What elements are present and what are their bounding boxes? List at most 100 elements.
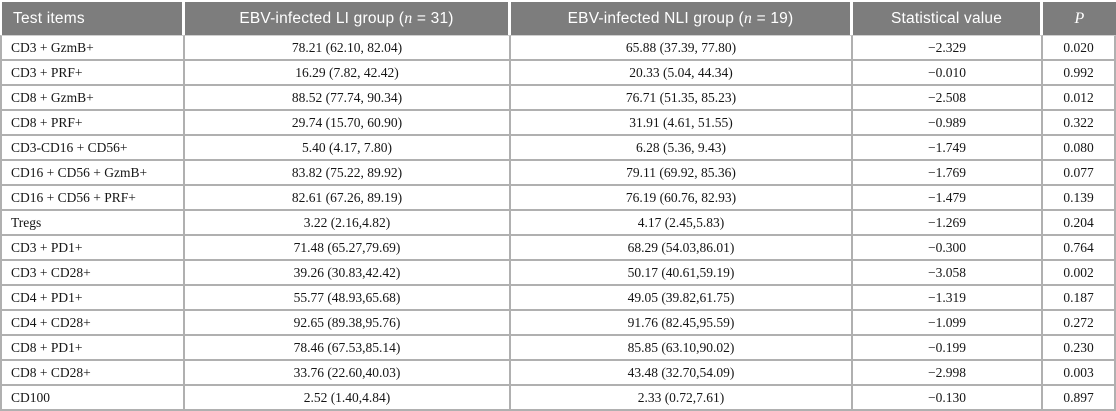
table-row: Tregs 3.22 (2.16,4.82) 4.17 (2.45,5.83) −1.… — [0, 211, 1116, 236]
column-header-label: Test items — [13, 9, 85, 27]
table-row: CD3 + PRF+ 16.29 (7.82, 42.42) 20.33 (5.04… — [0, 61, 1116, 86]
nli-group-value-cell: 79.11 (69.92, 85.36) — [511, 161, 853, 186]
li-group-value-cell: 16.29 (7.82, 42.42) — [185, 61, 511, 86]
statistical-value-cell: −1.479 — [853, 186, 1043, 211]
statistical-value-cell: −2.508 — [853, 86, 1043, 111]
statistical-value-cell: −1.319 — [853, 286, 1043, 311]
p-value-cell: 0.002 — [1043, 261, 1116, 286]
table-row: CD8 + GzmB+ 88.52 (77.74, 90.34) 76.71 (51… — [0, 86, 1116, 111]
italic-n: n — [404, 9, 413, 27]
test-item-cell: CD16 + CD56 + PRF+ — [0, 186, 185, 211]
p-value-cell: 0.992 — [1043, 61, 1116, 86]
column-header-p: P — [1043, 0, 1116, 35]
nli-group-value-cell: 31.91 (4.61, 51.55) — [511, 111, 853, 136]
nli-group-value-cell: 6.28 (5.36, 9.43) — [511, 136, 853, 161]
p-value-cell: 0.020 — [1043, 35, 1116, 61]
p-value-cell: 0.230 — [1043, 336, 1116, 361]
statistical-value-cell: −0.989 — [853, 111, 1043, 136]
li-group-value-cell: 3.22 (2.16,4.82) — [185, 211, 511, 236]
column-header-li-group: EBV-infected LI group (n = 31) — [185, 0, 511, 35]
test-item-cell: CD16 + CD56 + GzmB+ — [0, 161, 185, 186]
p-value-cell: 0.322 — [1043, 111, 1116, 136]
test-item-cell: Tregs — [0, 211, 185, 236]
nli-group-value-cell: 91.76 (82.45,95.59) — [511, 311, 853, 336]
li-group-value-cell: 33.76 (22.60,40.03) — [185, 361, 511, 386]
statistical-value-cell: −0.130 — [853, 386, 1043, 411]
table-row: CD16 + CD56 + PRF+ 82.61 (67.26, 89.19) 76… — [0, 186, 1116, 211]
test-item-cell: CD3 + CD28+ — [0, 261, 185, 286]
statistical-value-cell: −1.099 — [853, 311, 1043, 336]
table-row: CD3-CD16 + CD56+ 5.40 (4.17, 7.80) 6.28 (5… — [0, 136, 1116, 161]
p-value-cell: 0.080 — [1043, 136, 1116, 161]
statistical-value-cell: −2.998 — [853, 361, 1043, 386]
table-row: CD4 + PD1+ 55.77 (48.93,65.68) 49.05 (39.8… — [0, 286, 1116, 311]
test-item-cell: CD3 + GzmB+ — [0, 35, 185, 61]
nli-group-value-cell: 43.48 (32.70,54.09) — [511, 361, 853, 386]
italic-p-label: P — [1074, 9, 1085, 27]
table-row: CD8 + PRF+ 29.74 (15.70, 60.90) 31.91 (4.6… — [0, 111, 1116, 136]
table-row: CD8 + CD28+ 33.76 (22.60,40.03) 43.48 (32.… — [0, 361, 1116, 386]
table-body: CD3 + GzmB+ 78.21 (62.10, 82.04) 65.88 (37… — [0, 35, 1116, 411]
nli-group-value-cell: 68.29 (54.03,86.01) — [511, 236, 853, 261]
statistical-value-cell: −0.199 — [853, 336, 1043, 361]
nli-group-value-cell: 2.33 (0.72,7.61) — [511, 386, 853, 411]
table-row: CD16 + CD56 + GzmB+ 83.82 (75.22, 89.92) 7… — [0, 161, 1116, 186]
p-value-cell: 0.764 — [1043, 236, 1116, 261]
test-item-cell: CD3 + PD1+ — [0, 236, 185, 261]
test-item-cell: CD8 + CD28+ — [0, 361, 185, 386]
test-item-cell: CD8 + GzmB+ — [0, 86, 185, 111]
column-header-label: EBV-infected LI group ( — [239, 9, 405, 27]
nli-group-value-cell: 85.85 (63.10,90.02) — [511, 336, 853, 361]
column-header-statistical-value: Statistical value — [853, 0, 1043, 35]
column-header-label: = 31) — [412, 9, 454, 27]
p-value-cell: 0.003 — [1043, 361, 1116, 386]
nli-group-value-cell: 65.88 (37.39, 77.80) — [511, 35, 853, 61]
test-item-cell: CD8 + PRF+ — [0, 111, 185, 136]
nli-group-value-cell: 49.05 (39.82,61.75) — [511, 286, 853, 311]
table-header-row: Test items EBV-infected LI group (n = 31… — [0, 0, 1116, 35]
test-item-cell: CD3 + PRF+ — [0, 61, 185, 86]
nli-group-value-cell: 20.33 (5.04, 44.34) — [511, 61, 853, 86]
nli-group-value-cell: 76.71 (51.35, 85.23) — [511, 86, 853, 111]
p-value-cell: 0.272 — [1043, 311, 1116, 336]
nli-group-value-cell: 76.19 (60.76, 82.93) — [511, 186, 853, 211]
nli-group-value-cell: 50.17 (40.61,59.19) — [511, 261, 853, 286]
nli-group-value-cell: 4.17 (2.45,5.83) — [511, 211, 853, 236]
column-header-label: EBV-infected NLI group ( — [567, 9, 744, 27]
li-group-value-cell: 29.74 (15.70, 60.90) — [185, 111, 511, 136]
statistical-value-cell: −0.300 — [853, 236, 1043, 261]
p-value-cell: 0.077 — [1043, 161, 1116, 186]
p-value-cell: 0.139 — [1043, 186, 1116, 211]
column-header-label: = 19) — [752, 9, 794, 27]
li-group-value-cell: 82.61 (67.26, 89.19) — [185, 186, 511, 211]
italic-n: n — [743, 9, 753, 27]
table-row: CD4 + CD28+ 92.65 (89.38,95.76) 91.76 (82.… — [0, 311, 1116, 336]
test-item-cell: CD8 + PD1+ — [0, 336, 185, 361]
statistical-value-cell: −1.769 — [853, 161, 1043, 186]
p-value-cell: 0.204 — [1043, 211, 1116, 236]
li-group-value-cell: 78.46 (67.53,85.14) — [185, 336, 511, 361]
li-group-value-cell: 88.52 (77.74, 90.34) — [185, 86, 511, 111]
statistical-value-cell: −1.749 — [853, 136, 1043, 161]
p-value-cell: 0.187 — [1043, 286, 1116, 311]
table-row: CD3 + CD28+ 39.26 (30.83,42.42) 50.17 (40.… — [0, 261, 1116, 286]
table-row: CD3 + PD1+ 71.48 (65.27,79.69) 68.29 (54.0… — [0, 236, 1116, 261]
li-group-value-cell: 2.52 (1.40,4.84) — [185, 386, 511, 411]
statistical-value-cell: −3.058 — [853, 261, 1043, 286]
li-group-value-cell: 71.48 (65.27,79.69) — [185, 236, 511, 261]
li-group-value-cell: 92.65 (89.38,95.76) — [185, 311, 511, 336]
statistical-value-cell: −2.329 — [853, 35, 1043, 61]
li-group-value-cell: 83.82 (75.22, 89.92) — [185, 161, 511, 186]
p-value-cell: 0.897 — [1043, 386, 1116, 411]
table-row: CD3 + GzmB+ 78.21 (62.10, 82.04) 65.88 (37… — [0, 35, 1116, 61]
test-item-cell: CD100 — [0, 386, 185, 411]
li-group-value-cell: 55.77 (48.93,65.68) — [185, 286, 511, 311]
p-value-cell: 0.012 — [1043, 86, 1116, 111]
column-header-test-items: Test items — [0, 0, 185, 35]
statistical-value-cell: −1.269 — [853, 211, 1043, 236]
test-item-cell: CD3-CD16 + CD56+ — [0, 136, 185, 161]
li-group-value-cell: 78.21 (62.10, 82.04) — [185, 35, 511, 61]
li-group-value-cell: 5.40 (4.17, 7.80) — [185, 136, 511, 161]
li-group-value-cell: 39.26 (30.83,42.42) — [185, 261, 511, 286]
